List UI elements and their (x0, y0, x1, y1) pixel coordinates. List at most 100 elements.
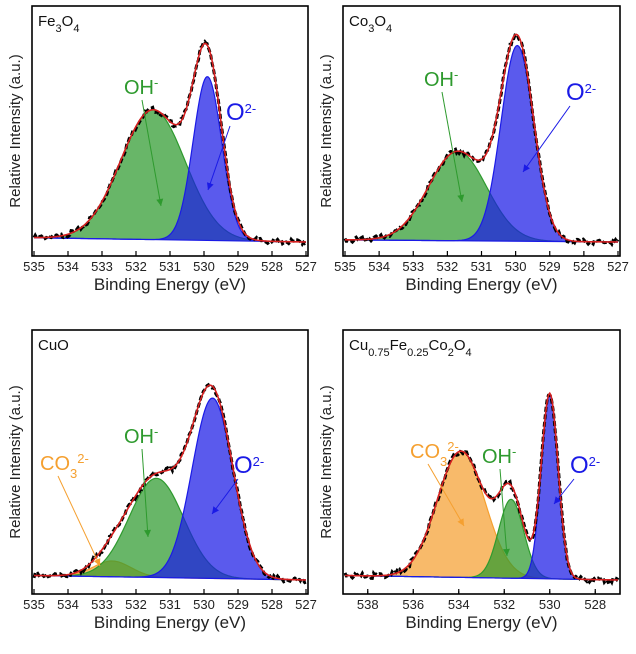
peak-label-text: O (570, 452, 589, 479)
peak-arrow-co3 (427, 463, 465, 527)
y-axis-label: Relative Intensity (a.u.) (318, 54, 335, 207)
x-tick-label: 534 (368, 259, 390, 274)
x-tick-label: 527 (295, 597, 317, 612)
peak-label-o2: O2- (226, 99, 256, 126)
x-axis-label: Binding Energy (eV) (94, 613, 246, 632)
x-tick-label: 528 (261, 259, 283, 274)
panel-co3o4: 535 534 533 532 531 530 529 528 527 Binding Energ… (318, 5, 629, 294)
x-tick-label: 536 (402, 597, 424, 612)
peak-arrow-oh (499, 468, 508, 557)
peak-arrow-o2 (211, 478, 239, 515)
peak-arrowhead-oh (144, 529, 152, 537)
title-text: O (374, 13, 386, 30)
raw-data-line (343, 33, 620, 248)
title-subscript: 3 (368, 23, 374, 35)
peak-label-superscript: 2- (77, 451, 89, 466)
peak-arrowhead-oh (457, 194, 465, 202)
title-text: Co (349, 13, 368, 30)
peak-arrowhead-o2 (554, 496, 562, 504)
panel-fe3o4: 535 534 533 532 531 530 529 528 527 Binding Energ… (7, 5, 317, 294)
x-tick-label: 532 (493, 597, 515, 612)
x-tick-label: 530 (193, 259, 215, 274)
title-subscript: 0.25 (407, 347, 428, 359)
title-text: Cu (349, 337, 368, 354)
x-tick-label: 534 (57, 259, 79, 274)
x-tick-label: 530 (539, 597, 561, 612)
x-tick-label: 531 (159, 597, 181, 612)
x-tick-label: 529 (227, 597, 249, 612)
peak-label-text: O (234, 452, 253, 479)
x-tick-label: 529 (539, 259, 561, 274)
peak-label-oh: OH- (124, 424, 158, 449)
peak-label-subscript: 3 (70, 466, 77, 481)
peak-arrow-oh (141, 99, 162, 207)
peak-fill-oh (345, 151, 618, 242)
fit-envelope-line (344, 391, 619, 581)
title-subscript: 2 (448, 347, 454, 359)
peak-arrow-o2 (207, 125, 231, 191)
x-tick-label: 533 (402, 259, 424, 274)
x-tick-label: 528 (584, 597, 606, 612)
plot-area (32, 382, 307, 585)
panel-title: Fe3O4 (38, 13, 79, 35)
plot-area (343, 33, 620, 248)
plot-area (343, 391, 620, 587)
x-tick-label: 535 (334, 259, 356, 274)
peak-label-oh: OH- (424, 67, 458, 92)
peak-arrowhead-o2 (212, 506, 219, 514)
panel-title: CuO (38, 337, 69, 354)
x-tick-label: 532 (437, 259, 459, 274)
peak-label-o2: O2- (566, 79, 596, 106)
peak-label-superscript: 2- (253, 454, 265, 469)
baseline (33, 574, 307, 581)
title-text: Fe (390, 337, 408, 354)
peak-arrow-oh (141, 448, 149, 538)
x-tick-label: 530 (505, 259, 527, 274)
y-axis-label: Relative Intensity (a.u.) (7, 54, 24, 207)
peak-label-text: O (566, 79, 585, 106)
title-subscript: 4 (73, 23, 79, 35)
peak-label-text: CO (40, 453, 70, 475)
title-text: Co (429, 337, 448, 354)
peak-label-text: O (226, 99, 245, 126)
peak-label-superscript: - (512, 444, 516, 459)
baseline (344, 574, 619, 581)
x-tick-label: 538 (357, 597, 379, 612)
y-axis-label: Relative Intensity (a.u.) (318, 385, 335, 538)
x-tick-label: 527 (295, 259, 317, 274)
x-axis-label: Binding Energy (eV) (94, 275, 246, 294)
peak-fill-co3 (345, 451, 618, 580)
x-tick-label: 534 (448, 597, 470, 612)
peak-label-co3: CO32- (410, 439, 459, 469)
panel-title: Cu0.75Fe0.25Co2O4 (349, 337, 472, 359)
peak-label-oh: OH- (124, 75, 158, 100)
peak-fill-oh (34, 478, 306, 580)
x-tick-label: 529 (227, 259, 249, 274)
plot-frame (342, 329, 621, 595)
peak-fill-oh (34, 109, 306, 242)
title-subscript: 0.75 (368, 347, 389, 359)
fit-envelope-line (33, 384, 307, 581)
peak-label-co3: CO32- (40, 451, 89, 481)
peak-label-superscript: - (154, 75, 158, 90)
title-subscript: 3 (56, 23, 62, 35)
title-subscript: 4 (466, 347, 472, 359)
peak-label-text: OH (424, 69, 454, 91)
x-tick-label: 533 (91, 597, 113, 612)
peak-label-text: OH (124, 77, 154, 99)
title-text: O (62, 13, 74, 30)
peak-label-superscript: - (154, 424, 158, 439)
x-tick-label: 532 (125, 259, 147, 274)
x-tick-label: 527 (607, 259, 629, 274)
title-text: O (454, 337, 466, 354)
peak-arrow-co3 (57, 475, 101, 567)
y-axis-label: Relative Intensity (a.u.) (7, 385, 24, 538)
peak-label-superscript: 2- (245, 101, 257, 116)
x-tick-label: 535 (23, 259, 45, 274)
plot-area (32, 39, 307, 248)
peak-arrowhead-oh (156, 198, 164, 206)
title-text: CuO (38, 337, 69, 354)
x-tick-label: 530 (193, 597, 215, 612)
x-tick-label: 531 (471, 259, 493, 274)
